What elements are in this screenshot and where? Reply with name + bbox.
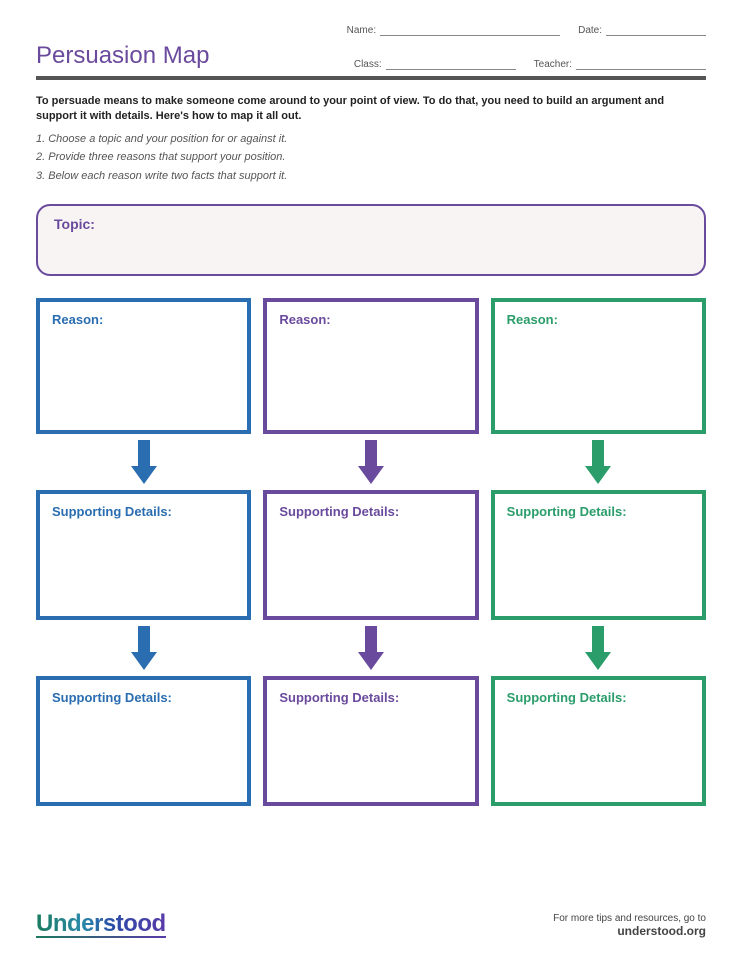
step-1: 1. Choose a topic and your position for … xyxy=(36,130,706,149)
understood-logo: Understood xyxy=(36,912,166,938)
supporting-details-box-1[interactable]: Supporting Details: xyxy=(491,490,706,620)
date-field: Date: xyxy=(578,24,706,36)
arrow-down-icon xyxy=(585,440,611,484)
supporting-details-box-2[interactable]: Supporting Details: xyxy=(263,676,478,806)
footer-tagline: For more tips and resources, go to xyxy=(553,913,706,924)
date-label: Date: xyxy=(578,25,602,36)
arrow-wrap xyxy=(358,620,384,676)
arrow-wrap xyxy=(585,620,611,676)
reason-box[interactable]: Reason: xyxy=(263,298,478,434)
class-field: Class: xyxy=(354,58,516,70)
title-row: Persuasion Map Class: Teacher: xyxy=(36,42,706,70)
teacher-blank-line[interactable] xyxy=(576,58,706,70)
supporting-details-label: Supporting Details: xyxy=(507,690,690,705)
name-field: Name: xyxy=(347,24,560,36)
step-3: 3. Below each reason write two facts tha… xyxy=(36,167,706,186)
teacher-field: Teacher: xyxy=(534,58,706,70)
header-fields-row-1: Name: Date: xyxy=(36,24,706,36)
supporting-details-box-1[interactable]: Supporting Details: xyxy=(36,490,251,620)
columns-container: Reason: Supporting Details: Supporting D… xyxy=(36,298,706,806)
supporting-details-label: Supporting Details: xyxy=(279,690,462,705)
step-2: 2. Provide three reasons that support yo… xyxy=(36,148,706,167)
reason-box[interactable]: Reason: xyxy=(36,298,251,434)
steps-list: 1. Choose a topic and your position for … xyxy=(36,130,706,186)
reason-label: Reason: xyxy=(52,312,235,327)
footer-text: For more tips and resources, go to under… xyxy=(553,913,706,938)
topic-box[interactable]: Topic: xyxy=(36,204,706,276)
arrow-down-icon xyxy=(131,440,157,484)
column-2: Reason: Supporting Details: Supporting D… xyxy=(263,298,478,806)
arrow-down-icon xyxy=(358,626,384,670)
arrow-down-icon xyxy=(358,440,384,484)
supporting-details-label: Supporting Details: xyxy=(52,504,235,519)
teacher-label: Teacher: xyxy=(534,59,572,70)
topic-label: Topic: xyxy=(54,216,688,232)
name-label: Name: xyxy=(347,25,376,36)
date-blank-line[interactable] xyxy=(606,24,706,36)
header-fields-row-2: Class: Teacher: xyxy=(354,58,706,70)
footer: Understood For more tips and resources, … xyxy=(36,912,706,938)
supporting-details-box-2[interactable]: Supporting Details: xyxy=(36,676,251,806)
class-blank-line[interactable] xyxy=(386,58,516,70)
reason-label: Reason: xyxy=(279,312,462,327)
intro-text: To persuade means to make someone come a… xyxy=(36,94,706,124)
supporting-details-label: Supporting Details: xyxy=(52,690,235,705)
column-1: Reason: Supporting Details: Supporting D… xyxy=(36,298,251,806)
horizontal-rule xyxy=(36,76,706,80)
footer-url: understood.org xyxy=(553,924,706,938)
column-3: Reason: Supporting Details: Supporting D… xyxy=(491,298,706,806)
arrow-wrap xyxy=(358,434,384,490)
arrow-down-icon xyxy=(131,626,157,670)
reason-label: Reason: xyxy=(507,312,690,327)
supporting-details-box-1[interactable]: Supporting Details: xyxy=(263,490,478,620)
supporting-details-label: Supporting Details: xyxy=(507,504,690,519)
reason-box[interactable]: Reason: xyxy=(491,298,706,434)
class-label: Class: xyxy=(354,59,382,70)
arrow-down-icon xyxy=(585,626,611,670)
arrow-wrap xyxy=(131,434,157,490)
name-blank-line[interactable] xyxy=(380,24,560,36)
supporting-details-box-2[interactable]: Supporting Details: xyxy=(491,676,706,806)
supporting-details-label: Supporting Details: xyxy=(279,504,462,519)
arrow-wrap xyxy=(131,620,157,676)
page-title: Persuasion Map xyxy=(36,42,209,70)
arrow-wrap xyxy=(585,434,611,490)
